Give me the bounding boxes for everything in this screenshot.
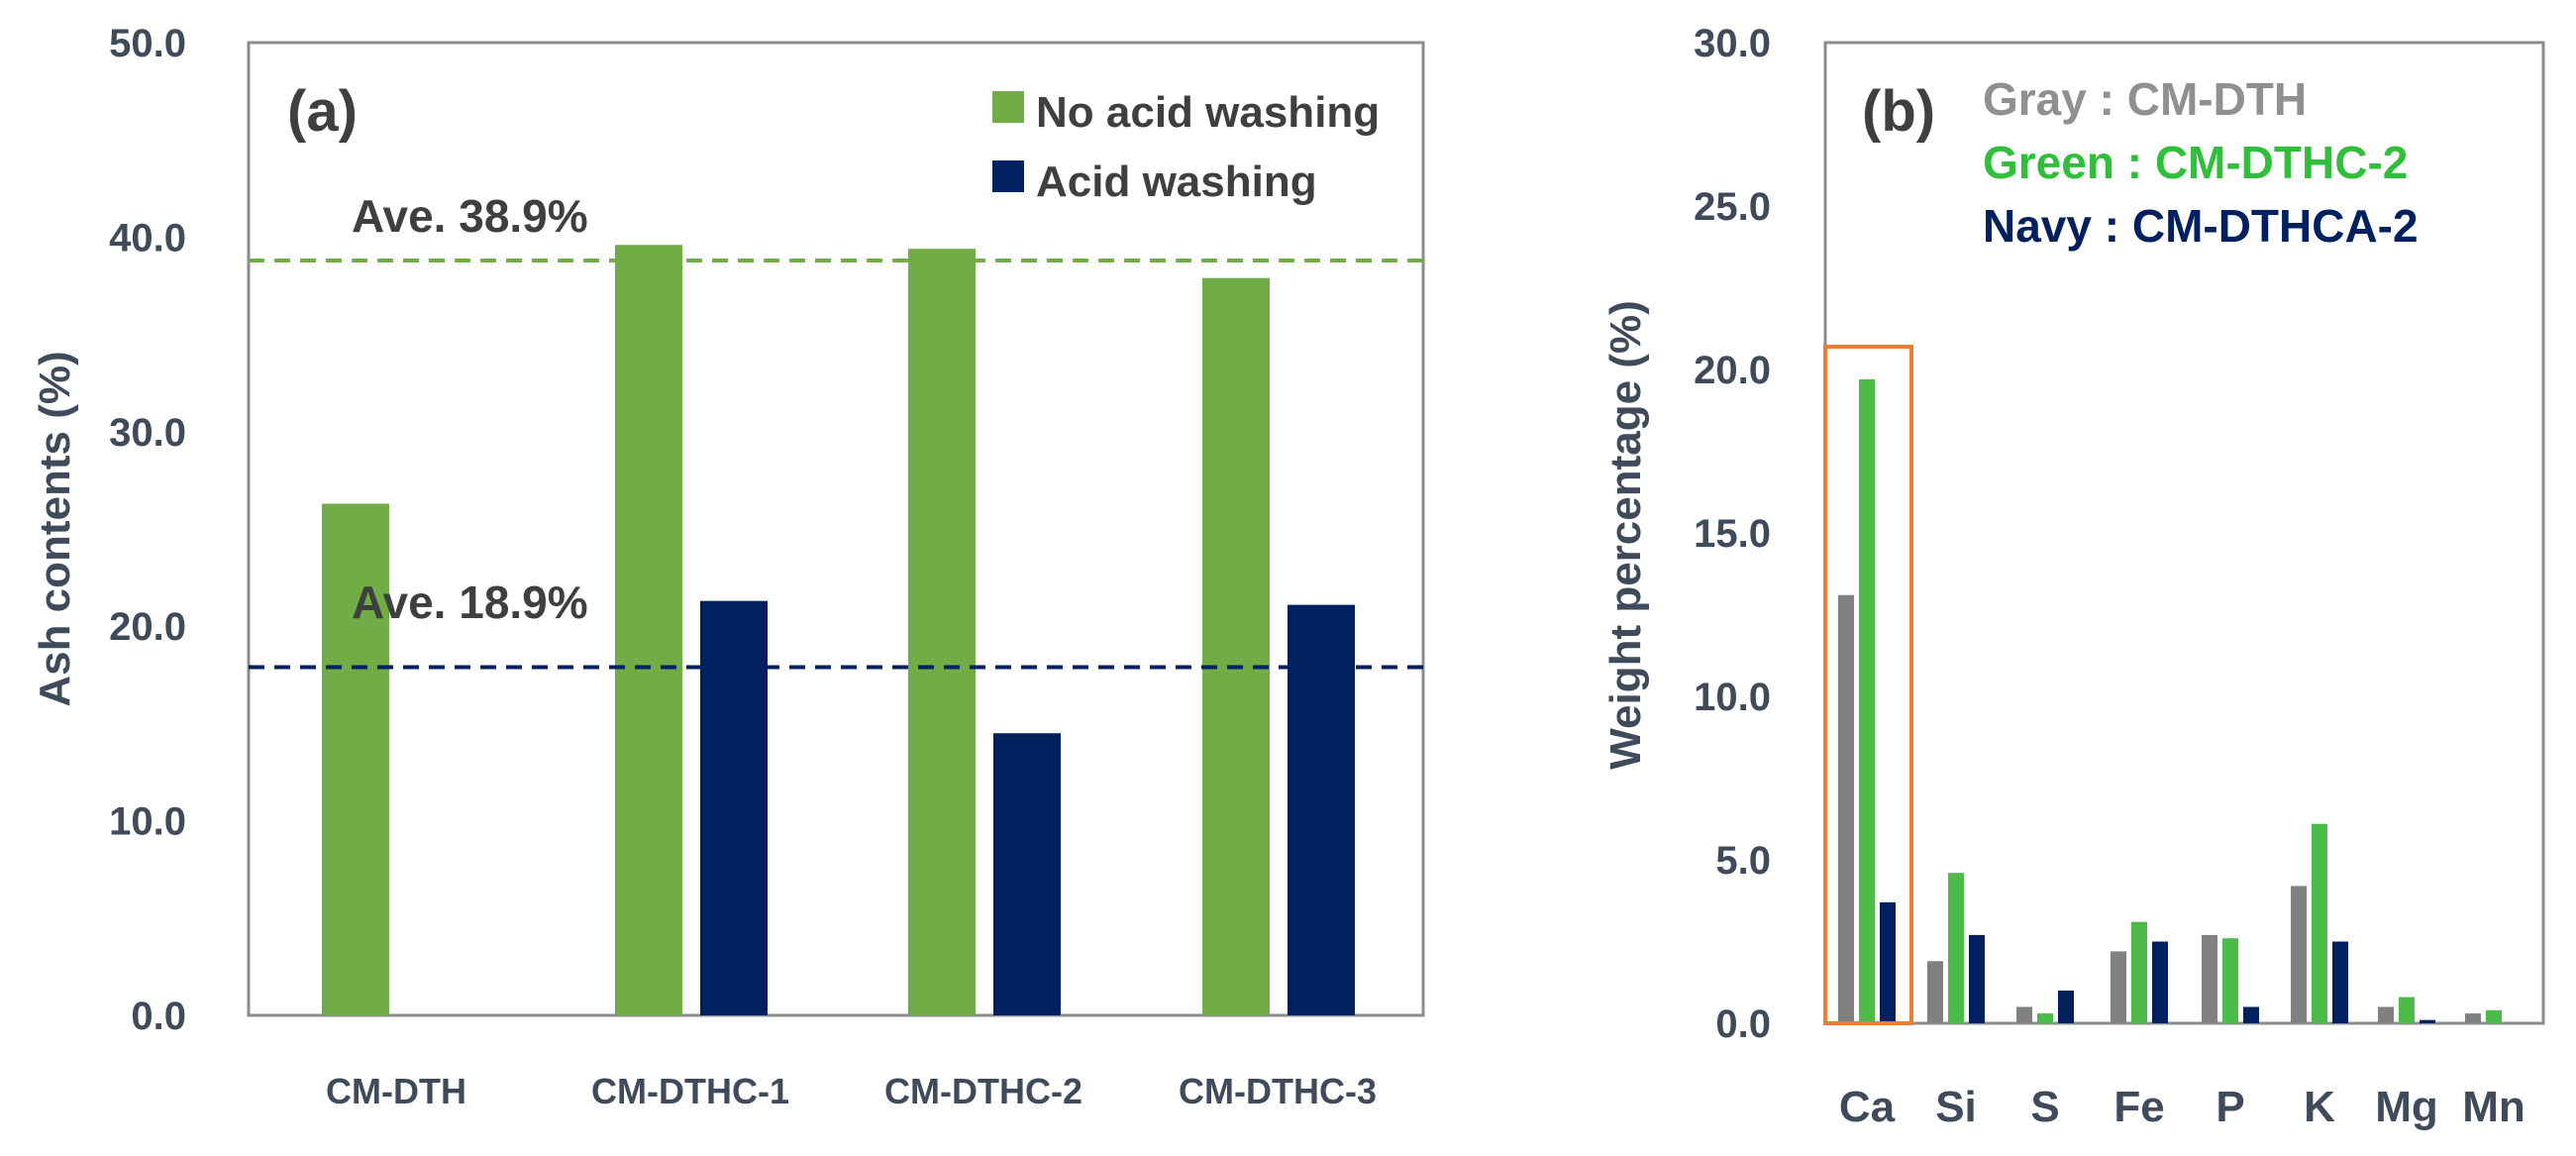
bar-no-acid-washing-cm-dthc-1 <box>615 245 682 1016</box>
legend-swatch-acid-washing <box>992 160 1024 192</box>
bar-cm-dthca-2-fe <box>2152 941 2168 1023</box>
bar-cm-dthca-2-s <box>2058 991 2074 1023</box>
panel-b-y-axis-label: Weight percentage (%) <box>1601 300 1650 769</box>
legend-label-no-acid-washing: No acid washing <box>1036 88 1380 137</box>
x-category-fe: Fe <box>2113 1083 2164 1131</box>
bar-cm-dth-mg <box>2378 1006 2394 1023</box>
panel-a-bars <box>322 245 1355 1016</box>
y-tick-label: 0.0 <box>131 995 186 1038</box>
x-category-ca: Ca <box>1839 1083 1896 1131</box>
y-tick-label: 10.0 <box>109 800 186 844</box>
bar-cm-dth-s <box>2016 1006 2032 1023</box>
panel-a-reference-lines <box>249 258 1423 670</box>
bar-cm-dth-fe <box>2111 951 2126 1023</box>
y-tick-label: 20.0 <box>1694 349 1771 392</box>
panel-b-x-categories: Ca Si S Fe P K Mg Mn <box>1839 1083 2525 1131</box>
legend-text-navy: Navy : CM-DTHCA-2 <box>1983 200 2419 252</box>
bar-cm-dthca-2-mg <box>2420 1019 2435 1023</box>
y-tick-label: 10.0 <box>1694 676 1771 719</box>
bar-cm-dth-p <box>2202 934 2217 1023</box>
bar-cm-dth-si <box>1927 961 1943 1023</box>
x-category-cm-dthc-1: CM-DTHC-1 <box>591 1071 789 1111</box>
bar-no-acid-washing-cm-dth <box>322 503 389 1015</box>
x-category-k: K <box>2304 1083 2335 1131</box>
panel-b-legend: Gray : CM-DTH Green : CM-DTHC-2 Navy : C… <box>1983 73 2419 252</box>
legend-text-green: Green : CM-DTHC-2 <box>1983 137 2408 188</box>
y-tick-label: 0.0 <box>1715 1002 1771 1046</box>
bar-acid-washing-cm-dthc-1 <box>700 600 768 1015</box>
y-tick-label: 50.0 <box>109 22 186 65</box>
average-label-acid: Ave. 18.9% <box>352 577 588 628</box>
legend-text-gray: Gray : CM-DTH <box>1983 73 2307 125</box>
panel-a-chart: 0.010.020.030.040.050.0 CM-DTH CM-DTHC-1 C… <box>31 22 1425 1111</box>
panel-a-letter: (a) <box>287 79 358 144</box>
panel-b-chart: 0.0 5.0 10.0 15.0 20.0 25.0 30.0 Ca Si S Fe P K Mg Mn… <box>1601 22 2545 1131</box>
y-tick-label: 15.0 <box>1694 512 1771 556</box>
bar-cm-dth-mn <box>2465 1013 2481 1023</box>
bar-acid-washing-cm-dthc-3 <box>1288 604 1355 1015</box>
bar-cm-dth-ca <box>1838 594 1854 1023</box>
bar-cm-dthc-2-fe <box>2131 921 2147 1023</box>
panel-a-y-axis-label: Ash contents (%) <box>31 351 79 706</box>
panel-b-plot-frame <box>1823 41 2545 1025</box>
panel-a-legend: No acid washing Acid washing <box>992 88 1380 206</box>
x-category-p: P <box>2215 1083 2244 1131</box>
bar-cm-dthca-2-k <box>2332 941 2348 1023</box>
y-tick-label: 25.0 <box>1694 185 1771 229</box>
x-category-cm-dthc-3: CM-DTHC-3 <box>1179 1071 1377 1111</box>
bar-cm-dthc-2-mn <box>2486 1009 2502 1023</box>
x-category-cm-dthc-2: CM-DTHC-2 <box>884 1071 1082 1111</box>
y-tick-label: 20.0 <box>109 605 186 649</box>
panel-a-plot-frame <box>247 41 1425 1017</box>
x-category-mn: Mn <box>2462 1083 2525 1131</box>
bar-cm-dthc-2-mg <box>2399 997 2415 1023</box>
bar-cm-dthca-2-p <box>2243 1006 2259 1023</box>
y-tick-label: 30.0 <box>1694 22 1771 65</box>
x-category-mg: Mg <box>2375 1083 2438 1131</box>
x-category-s: S <box>2030 1083 2059 1131</box>
legend-swatch-no-acid-washing <box>992 91 1024 123</box>
bar-cm-dthc-2-si <box>1948 873 1964 1023</box>
panel-b-bars <box>1838 378 2502 1023</box>
bar-cm-dthc-2-ca <box>1859 378 1875 1023</box>
panel-a-x-categories: CM-DTH CM-DTHC-1 CM-DTHC-2 CM-DTHC-3 <box>326 1071 1377 1111</box>
y-tick-label: 30.0 <box>109 411 186 455</box>
bar-acid-washing-cm-dthc-2 <box>993 733 1061 1015</box>
panel-b-letter: (b) <box>1862 79 1935 144</box>
bar-no-acid-washing-cm-dthc-3 <box>1202 277 1270 1015</box>
y-tick-label: 40.0 <box>109 216 186 260</box>
bar-cm-dthc-2-k <box>2312 823 2327 1023</box>
bar-cm-dth-k <box>2291 886 2307 1023</box>
bar-no-acid-washing-cm-dthc-2 <box>908 249 976 1015</box>
highlight-box-ca <box>1823 345 1913 1025</box>
panel-a-y-ticks: 0.0 10.0 20.0 30.0 40.0 50.0 <box>109 22 186 1038</box>
bar-cm-dthc-2-p <box>2222 938 2238 1023</box>
x-category-cm-dth: CM-DTH <box>326 1071 466 1111</box>
average-label-no-acid: Ave. 38.9% <box>352 190 588 242</box>
x-category-si: Si <box>1935 1083 1977 1131</box>
y-tick-label: 5.0 <box>1715 839 1771 883</box>
panel-b-y-ticks: 0.0 5.0 10.0 15.0 20.0 25.0 30.0 <box>1694 22 1771 1046</box>
bar-cm-dthc-2-s <box>2037 1013 2053 1023</box>
legend-label-acid-washing: Acid washing <box>1036 158 1317 206</box>
bar-cm-dthca-2-si <box>1969 934 1985 1023</box>
bar-cm-dthca-2-ca <box>1880 901 1896 1023</box>
